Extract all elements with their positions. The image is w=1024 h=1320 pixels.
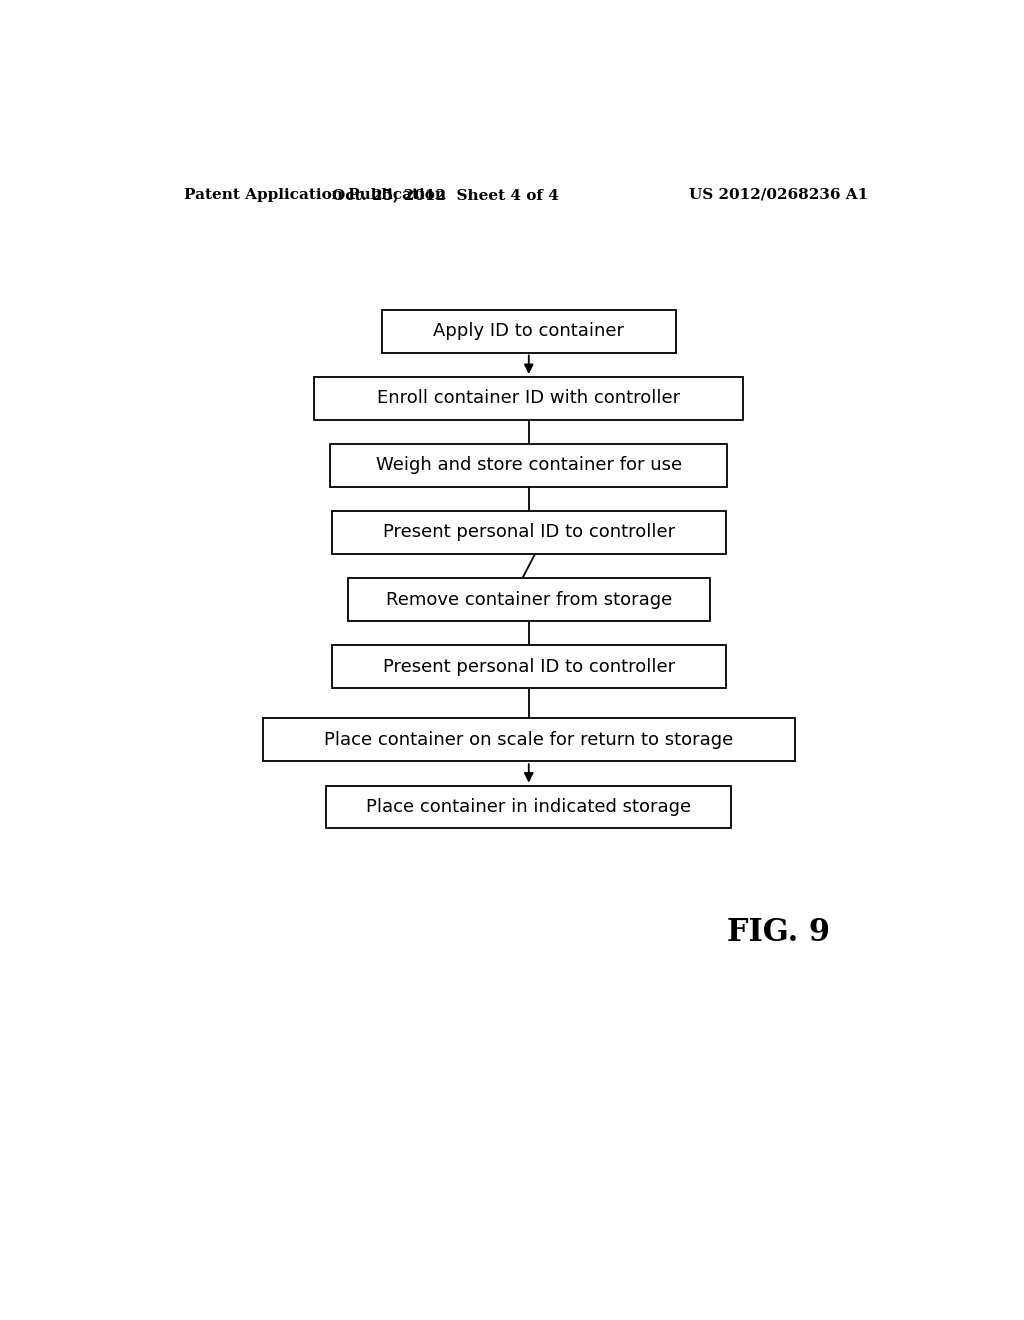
FancyBboxPatch shape bbox=[327, 785, 731, 828]
FancyBboxPatch shape bbox=[263, 718, 795, 762]
FancyBboxPatch shape bbox=[314, 378, 743, 420]
FancyBboxPatch shape bbox=[331, 444, 727, 487]
FancyBboxPatch shape bbox=[382, 310, 676, 352]
Text: Place container on scale for return to storage: Place container on scale for return to s… bbox=[325, 731, 733, 748]
Text: Patent Application Publication: Patent Application Publication bbox=[183, 187, 445, 202]
Text: Place container in indicated storage: Place container in indicated storage bbox=[367, 797, 691, 816]
Text: Remove container from storage: Remove container from storage bbox=[386, 590, 672, 609]
FancyBboxPatch shape bbox=[332, 511, 726, 554]
FancyBboxPatch shape bbox=[332, 645, 726, 688]
Text: FIG. 9: FIG. 9 bbox=[727, 917, 830, 948]
FancyBboxPatch shape bbox=[348, 578, 710, 620]
Text: Enroll container ID with controller: Enroll container ID with controller bbox=[377, 389, 680, 408]
Text: Present personal ID to controller: Present personal ID to controller bbox=[383, 524, 675, 541]
Text: Oct. 25, 2012  Sheet 4 of 4: Oct. 25, 2012 Sheet 4 of 4 bbox=[332, 187, 559, 202]
Text: Present personal ID to controller: Present personal ID to controller bbox=[383, 657, 675, 676]
Text: Apply ID to container: Apply ID to container bbox=[433, 322, 625, 341]
Text: Weigh and store container for use: Weigh and store container for use bbox=[376, 457, 682, 474]
Text: US 2012/0268236 A1: US 2012/0268236 A1 bbox=[689, 187, 868, 202]
